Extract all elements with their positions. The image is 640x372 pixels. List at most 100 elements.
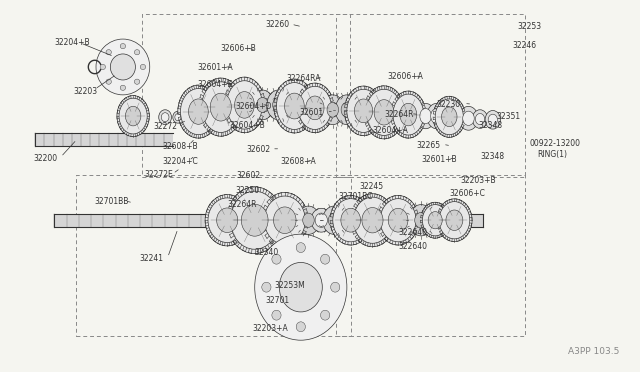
Ellipse shape bbox=[420, 202, 450, 238]
Ellipse shape bbox=[433, 96, 465, 137]
Ellipse shape bbox=[431, 109, 442, 124]
Text: 32604+A: 32604+A bbox=[372, 126, 408, 135]
Ellipse shape bbox=[105, 48, 141, 86]
Ellipse shape bbox=[140, 64, 146, 70]
Bar bbox=[336, 14, 525, 177]
Text: 32606+A: 32606+A bbox=[387, 72, 423, 81]
Text: 32340: 32340 bbox=[255, 248, 279, 257]
Ellipse shape bbox=[208, 198, 246, 243]
Ellipse shape bbox=[428, 212, 442, 229]
Text: 32230: 32230 bbox=[436, 100, 461, 109]
Text: 32701BB: 32701BB bbox=[95, 197, 129, 206]
Ellipse shape bbox=[178, 85, 219, 138]
Text: 32203: 32203 bbox=[74, 87, 98, 96]
Ellipse shape bbox=[270, 252, 332, 323]
Ellipse shape bbox=[106, 49, 111, 55]
Ellipse shape bbox=[351, 194, 394, 247]
Text: RING(1): RING(1) bbox=[538, 150, 568, 159]
Ellipse shape bbox=[285, 93, 304, 119]
Ellipse shape bbox=[134, 49, 140, 55]
Ellipse shape bbox=[333, 199, 369, 242]
Ellipse shape bbox=[362, 208, 383, 233]
Ellipse shape bbox=[134, 79, 140, 84]
Text: 32241: 32241 bbox=[140, 254, 164, 263]
Ellipse shape bbox=[272, 254, 281, 264]
Ellipse shape bbox=[344, 86, 383, 136]
Text: 32604+B: 32604+B bbox=[229, 121, 265, 130]
Text: 32203+B: 32203+B bbox=[461, 176, 497, 185]
Ellipse shape bbox=[261, 192, 308, 248]
Ellipse shape bbox=[210, 93, 232, 121]
Ellipse shape bbox=[161, 113, 169, 122]
Ellipse shape bbox=[435, 99, 463, 135]
Ellipse shape bbox=[366, 89, 402, 135]
Ellipse shape bbox=[355, 99, 372, 123]
Ellipse shape bbox=[198, 78, 243, 136]
Ellipse shape bbox=[273, 97, 284, 112]
Ellipse shape bbox=[485, 110, 500, 129]
Ellipse shape bbox=[378, 195, 419, 245]
Ellipse shape bbox=[374, 100, 394, 125]
Text: 32200: 32200 bbox=[33, 154, 58, 163]
Text: 32604+E: 32604+E bbox=[197, 80, 232, 89]
Ellipse shape bbox=[380, 199, 416, 242]
Ellipse shape bbox=[347, 89, 380, 132]
Ellipse shape bbox=[388, 208, 408, 232]
Text: 322640: 322640 bbox=[398, 242, 427, 251]
Ellipse shape bbox=[408, 205, 434, 236]
Bar bbox=[76, 175, 351, 336]
Text: 32601: 32601 bbox=[300, 108, 324, 117]
Ellipse shape bbox=[390, 91, 426, 138]
Text: 32348: 32348 bbox=[479, 121, 503, 130]
Ellipse shape bbox=[416, 103, 435, 129]
Ellipse shape bbox=[251, 90, 274, 120]
Ellipse shape bbox=[273, 207, 296, 234]
Ellipse shape bbox=[330, 195, 371, 245]
Text: 32203+A: 32203+A bbox=[253, 324, 289, 333]
Text: 32604+D: 32604+D bbox=[236, 102, 272, 110]
Text: 322640: 322640 bbox=[398, 228, 427, 237]
Ellipse shape bbox=[459, 106, 478, 130]
Ellipse shape bbox=[159, 110, 172, 125]
Ellipse shape bbox=[315, 213, 328, 227]
Text: 32264R: 32264R bbox=[384, 110, 413, 119]
Ellipse shape bbox=[442, 107, 457, 126]
Ellipse shape bbox=[422, 205, 448, 236]
Ellipse shape bbox=[472, 110, 488, 128]
Ellipse shape bbox=[323, 206, 346, 234]
Ellipse shape bbox=[227, 187, 283, 254]
Text: 32606+B: 32606+B bbox=[221, 44, 257, 53]
Text: 32601+B: 32601+B bbox=[421, 155, 457, 164]
Ellipse shape bbox=[230, 191, 279, 249]
Ellipse shape bbox=[439, 202, 470, 239]
Text: 32204+B: 32204+B bbox=[54, 38, 90, 47]
Ellipse shape bbox=[241, 204, 268, 236]
Ellipse shape bbox=[175, 113, 181, 121]
Ellipse shape bbox=[436, 199, 472, 242]
Ellipse shape bbox=[262, 282, 271, 292]
Ellipse shape bbox=[327, 102, 339, 117]
Text: 32272: 32272 bbox=[154, 122, 178, 131]
Text: 32264R: 32264R bbox=[227, 200, 257, 209]
Text: 32608+A: 32608+A bbox=[280, 157, 316, 166]
Text: 32204+C: 32204+C bbox=[162, 157, 198, 166]
Ellipse shape bbox=[276, 83, 312, 129]
Text: 32348: 32348 bbox=[480, 153, 504, 161]
Ellipse shape bbox=[331, 282, 340, 292]
Ellipse shape bbox=[110, 54, 136, 80]
Ellipse shape bbox=[296, 322, 305, 332]
Bar bbox=[336, 175, 525, 336]
Ellipse shape bbox=[272, 310, 281, 320]
Text: 32264RA: 32264RA bbox=[287, 74, 321, 83]
Ellipse shape bbox=[96, 39, 150, 95]
Ellipse shape bbox=[202, 82, 240, 132]
Ellipse shape bbox=[274, 79, 315, 133]
Ellipse shape bbox=[400, 103, 417, 126]
Ellipse shape bbox=[427, 103, 446, 129]
Ellipse shape bbox=[335, 95, 358, 125]
Ellipse shape bbox=[353, 197, 392, 243]
Ellipse shape bbox=[296, 243, 305, 253]
Text: 32246: 32246 bbox=[512, 41, 536, 50]
Ellipse shape bbox=[255, 234, 347, 340]
Ellipse shape bbox=[420, 109, 431, 124]
